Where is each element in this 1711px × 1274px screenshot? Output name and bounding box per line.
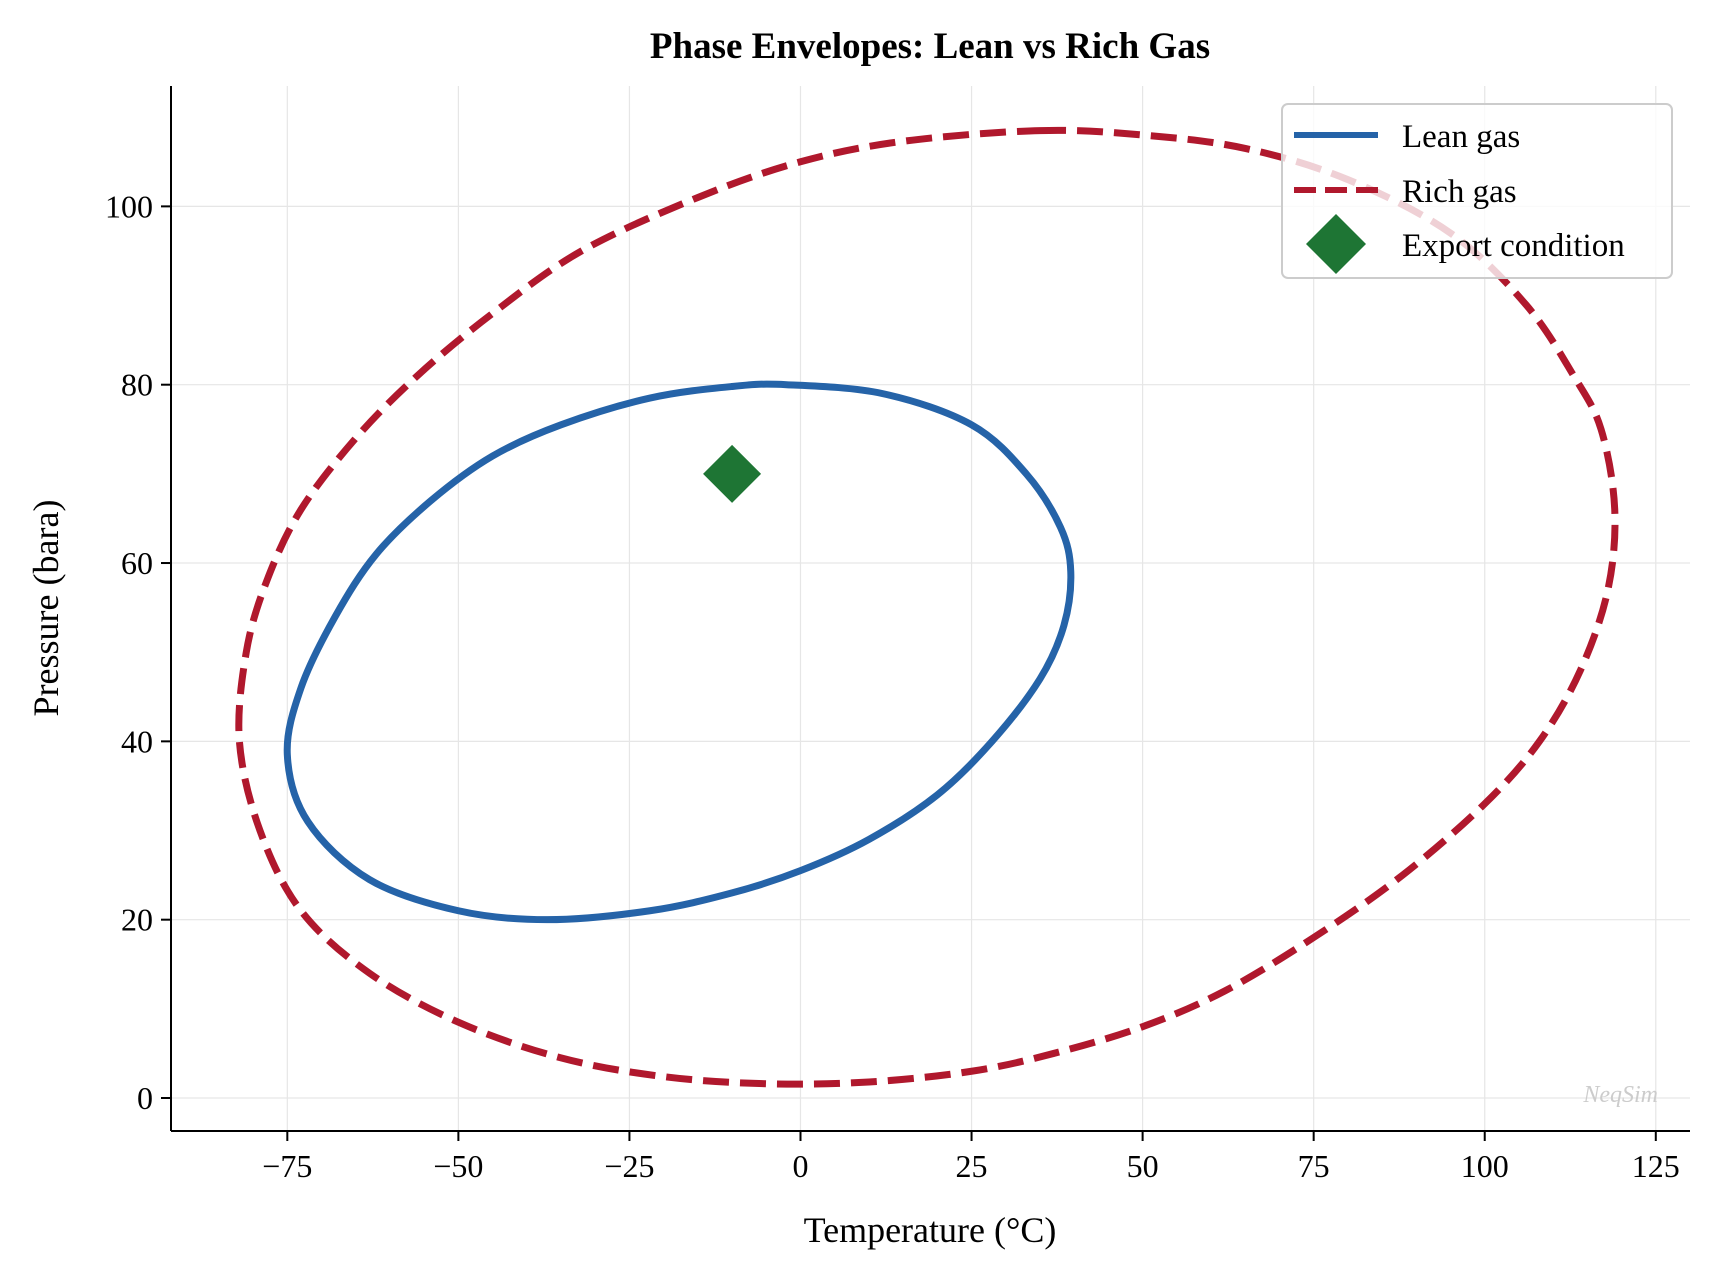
x-tick-label: 25 xyxy=(956,1148,988,1184)
x-axis-label: Temperature (°C) xyxy=(804,1210,1057,1250)
axes-layer xyxy=(170,86,1690,1132)
watermark-text: NeqSim xyxy=(1582,1082,1658,1108)
chart-title: Phase Envelopes: Lean vs Rich Gas xyxy=(650,26,1210,67)
y-axis-label: Pressure (bara) xyxy=(26,500,66,717)
x-tick-label: 0 xyxy=(792,1148,808,1184)
ticks-layer: −75 −50 −25 0 25 50 75 100 125 0 20 40 60 80 100 xyxy=(105,188,1680,1184)
x-tick-label: 50 xyxy=(1127,1148,1159,1184)
y-tick-label: 80 xyxy=(121,367,153,403)
y-tick-label: 100 xyxy=(105,188,153,224)
x-tick-label: 75 xyxy=(1298,1148,1330,1184)
legend-label-export-condition: Export condition xyxy=(1402,228,1625,264)
legend: Lean gas Rich gas Export condition xyxy=(1281,103,1673,279)
rich-gas-line xyxy=(235,126,1619,1088)
y-tick-label: 0 xyxy=(137,1080,153,1116)
x-tick-label: −50 xyxy=(433,1148,483,1184)
lean-gas-line xyxy=(283,380,1075,924)
y-tick-label: 60 xyxy=(121,545,153,581)
x-tick-label: 125 xyxy=(1632,1148,1680,1184)
legend-box xyxy=(1281,103,1673,279)
x-tick-label: −75 xyxy=(262,1148,312,1184)
legend-label-lean-gas: Lean gas xyxy=(1402,119,1520,155)
grid-layer xyxy=(171,86,1690,1131)
legend-marker-export-condition xyxy=(1306,214,1366,274)
series-layer xyxy=(235,126,1619,1088)
x-tick-label: 100 xyxy=(1461,1148,1509,1184)
y-tick-label: 20 xyxy=(121,902,153,938)
x-tick-label: −25 xyxy=(604,1148,654,1184)
y-tick-label: 40 xyxy=(121,723,153,759)
export-condition-marker xyxy=(703,444,762,503)
legend-label-rich-gas: Rich gas xyxy=(1402,174,1517,210)
